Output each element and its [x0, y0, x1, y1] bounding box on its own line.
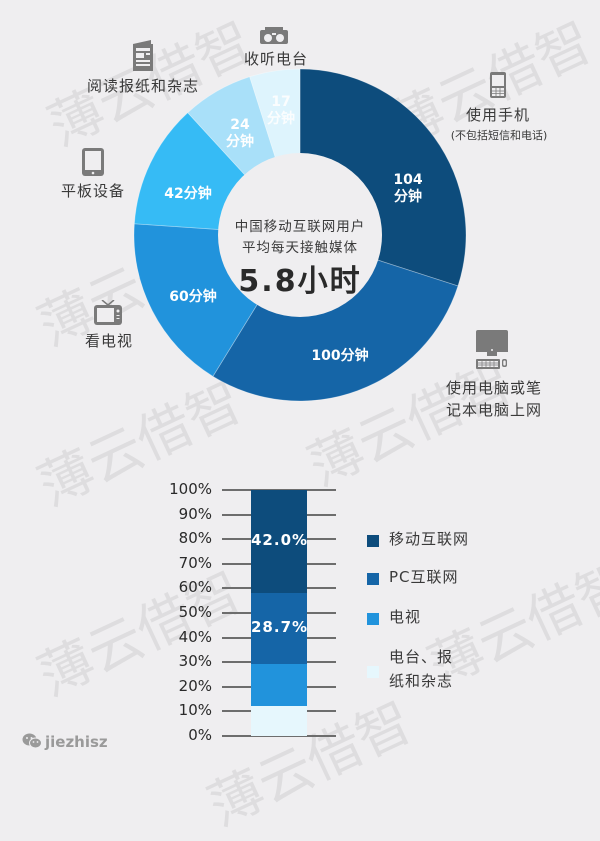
legend-swatch-pc: [367, 573, 379, 585]
segment-value: 42分钟: [164, 186, 212, 202]
category-label-mobile: 使用手机: [465, 106, 530, 124]
category-label-print: 阅读报纸和杂志: [86, 77, 199, 95]
donut-chart: [133, 68, 467, 402]
donut-hole: [218, 153, 382, 317]
legend-swatch-mobile: [367, 535, 379, 547]
segment-value: 100分钟: [311, 348, 369, 364]
center-caption-line1: 中国移动互联网用户: [234, 219, 366, 235]
segment-unit: 分钟: [394, 189, 422, 205]
bar-segment: [251, 490, 307, 594]
bar-value-pc: 28.7%: [251, 618, 309, 636]
segment-label-tv: 60分钟: [158, 289, 228, 306]
television-icon: [94, 300, 122, 325]
segment-label-pc: 100分钟: [295, 348, 385, 365]
legend-label-radio-print-line2: 纸和杂志: [389, 672, 454, 690]
legend-label-mobile: 移动互联网: [389, 530, 470, 548]
segment-value: 17: [271, 94, 291, 110]
desktop-computer-icon: [476, 330, 508, 369]
segment-value: 60分钟: [169, 289, 217, 305]
legend-swatch-tv: [367, 613, 379, 625]
y-tick-label: 80%: [178, 529, 212, 548]
segment-value: 24: [230, 117, 250, 133]
segment-unit: 分钟: [267, 111, 295, 127]
category-label-pc-line1: 使用电脑或笔: [445, 379, 542, 397]
segment-label-tablet: 42分钟: [153, 186, 223, 203]
account-name: jiezhisz: [45, 733, 108, 751]
center-caption-line2: 平均每天接触媒体: [242, 240, 358, 256]
category-label-tablet: 平板设备: [60, 182, 125, 200]
segment-unit: 分钟: [226, 134, 254, 150]
segment-value: 104: [393, 172, 423, 188]
y-tick-label: 20%: [178, 676, 212, 695]
y-tick-label: 60%: [178, 578, 212, 597]
legend-label-radio-print-line1: 电台、报: [389, 648, 454, 666]
segment-label-mobile: 104 分钟: [378, 172, 438, 206]
category-label-radio: 收听电台: [243, 50, 308, 68]
bar-value-mobile: 42.0%: [251, 531, 309, 549]
watermark: 薄云借智: [198, 689, 422, 839]
y-tick-label: 100%: [169, 480, 212, 498]
y-tick-label: 90%: [178, 504, 212, 523]
legend-swatch-radio-print: [367, 666, 379, 678]
donut-segment-pc: [212, 234, 459, 402]
y-tick-label: 50%: [178, 603, 212, 621]
radio-icon: [260, 27, 288, 44]
category-note-mobile: (不包括短信和电话): [450, 129, 548, 142]
category-label-tv: 看电视: [84, 332, 133, 350]
tablet-icon: [82, 148, 104, 176]
segment-label-radio: 17 分钟: [259, 94, 303, 128]
footer-account: jiezhisz: [22, 733, 108, 751]
legend-label-pc: PC互联网: [389, 568, 459, 586]
y-tick-label: 10%: [178, 701, 212, 720]
y-tick-label: 40%: [178, 627, 212, 646]
category-label-pc-line2: 记本电脑上网: [445, 401, 542, 419]
bar-segment: [251, 593, 307, 665]
center-total-value: 5.8小时: [238, 264, 362, 299]
bar-segment: [251, 706, 307, 737]
legend-label-tv: 电视: [389, 608, 422, 626]
y-tick-label: 70%: [178, 553, 212, 572]
y-tick-label: 0%: [188, 726, 212, 744]
bar-segment: [251, 663, 307, 707]
watermark: 薄云借智: [28, 559, 252, 709]
y-tick-label: 30%: [178, 652, 212, 671]
segment-label-print: 24 分钟: [218, 117, 262, 151]
mobile-phone-icon: [490, 72, 506, 98]
newspaper-icon: [133, 40, 153, 71]
wechat-icon: [22, 733, 42, 749]
